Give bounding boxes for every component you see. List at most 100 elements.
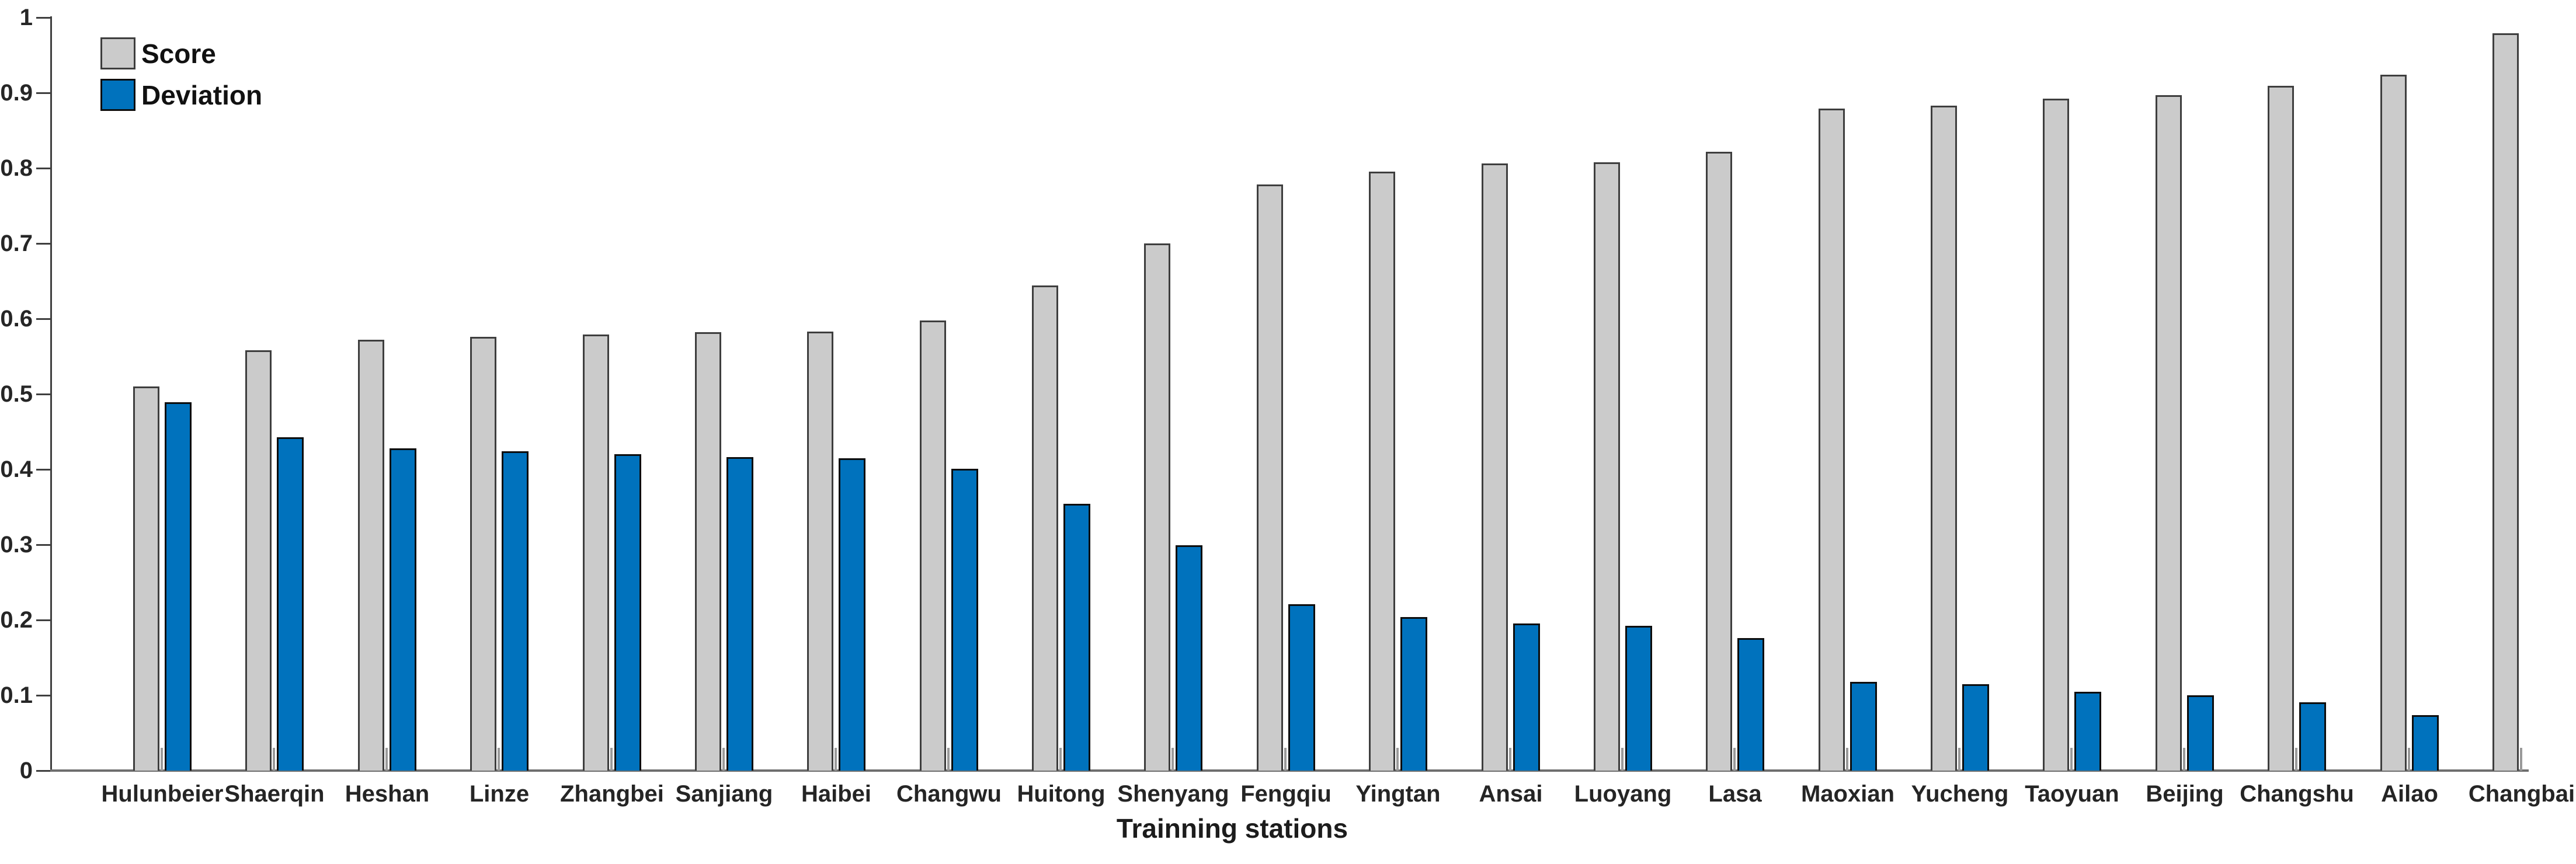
deviation-bar-linze [502,451,529,771]
y-tick-label-0.4: 0.4 [0,457,33,482]
thin-marker-ansai [1509,748,1511,771]
y-tick-0.7 [36,243,51,245]
deviation-bar-fengqiu [1288,604,1315,771]
thin-marker-hulunbeier [161,748,163,771]
deviation-bar-haibei [839,458,865,771]
score-bar-maoxian [1819,109,1845,771]
score-bar-zhangbei [583,335,609,771]
y-tick-0.6 [36,318,51,320]
category-label-shenyang: Shenyang [1117,781,1229,807]
deviation-bar-changshu [2299,702,2326,771]
category-label-luoyang: Luoyang [1574,781,1672,807]
y-tick-0.4 [36,469,51,471]
y-tick-0.2 [36,619,51,621]
thin-marker-huitong [1059,748,1062,771]
category-label-changwu: Changwu [896,781,1002,807]
deviation-bar-luoyang [1625,626,1652,771]
score-bar-sanjiang [695,332,721,771]
thin-marker-changshu [2295,748,2297,771]
thin-marker-heshan [385,748,388,771]
score-bar-yucheng [1931,106,1957,771]
thin-marker-changbai [2520,748,2522,771]
deviation-bar-maoxian [1850,682,1877,771]
legend: Score Deviation [100,37,262,120]
thin-marker-changwu [947,748,950,771]
legend-label-score: Score [141,38,216,69]
score-bar-changbai [2492,33,2519,771]
deviation-bar-changwu [951,469,978,771]
y-tick-label-0.6: 0.6 [0,306,33,332]
score-bar-ansai [1482,163,1508,771]
score-bar-beijing [2156,95,2182,771]
deviation-bar-yingtan [1400,617,1427,771]
thin-marker-maoxian [1846,748,1848,771]
score-bar-fengqiu [1257,184,1283,771]
category-label-hulunbeier: Hulunbeier [101,781,224,807]
deviation-bar-taoyuan [2074,692,2101,771]
deviation-bar-huitong [1063,504,1090,771]
category-label-lasa: Lasa [1708,781,1762,807]
thin-marker-luoyang [1621,748,1624,771]
y-tick-label-0.5: 0.5 [0,381,33,407]
score-bar-lasa [1706,152,1732,771]
y-tick-0.9 [36,92,51,94]
category-label-taoyuan: Taoyuan [2025,781,2119,807]
category-label-changbai: Changbai [2468,781,2575,807]
thin-marker-yucheng [1958,748,1960,771]
score-bar-huitong [1032,285,1058,771]
deviation-bar-yucheng [1962,684,1989,771]
score-bar-linze [470,337,496,771]
y-tick-label-0.8: 0.8 [0,155,33,181]
thin-marker-beijing [2183,748,2185,771]
deviation-bar-ailao [2412,715,2439,771]
category-label-linze: Linze [469,781,530,807]
y-tick-0 [36,770,51,772]
thin-marker-shenyang [1171,748,1174,771]
deviation-bar-beijing [2187,695,2214,771]
score-bar-shaerqin [245,350,272,771]
score-bar-changshu [2268,86,2294,771]
score-bar-taoyuan [2043,99,2069,771]
deviation-bar-sanjiang [726,457,753,771]
thin-marker-taoyuan [2070,748,2073,771]
thin-marker-linze [498,748,500,771]
thin-marker-ailao [2408,748,2410,771]
category-label-yucheng: Yucheng [1911,781,2009,807]
category-label-haibei: Haibei [801,781,872,807]
score-bar-changwu [920,320,946,771]
y-tick-0.8 [36,168,51,169]
category-label-ailao: Ailao [2381,781,2438,807]
legend-label-deviation: Deviation [141,79,263,110]
category-label-sanjiang: Sanjiang [675,781,773,807]
category-label-maoxian: Maoxian [1800,781,1895,807]
score-bar-ailao [2380,75,2407,771]
category-label-shaerqin: Shaerqin [224,781,325,807]
y-tick-1 [36,17,51,19]
category-label-zhangbei: Zhangbei [560,781,664,807]
thin-marker-haibei [835,748,837,771]
y-tick-label-0.2: 0.2 [0,607,33,633]
category-label-heshan: Heshan [345,781,430,807]
thin-marker-fengqiu [1284,748,1287,771]
score-bar-luoyang [1594,162,1620,771]
deviation-bar-zhangbei [614,454,641,771]
y-tick-label-0: 0 [19,758,33,783]
category-label-beijing: Beijing [2146,781,2224,807]
legend-item-score: Score [100,37,262,69]
deviation-bar-ansai [1513,623,1540,771]
x-axis-line [50,769,2529,772]
category-label-ansai: Ansai [1479,781,1543,807]
thin-marker-shaerqin [273,748,275,771]
score-bar-yingtan [1369,172,1395,771]
thin-marker-sanjiang [722,748,725,771]
deviation-bar-heshan [390,448,416,771]
deviation-bar-lasa [1737,638,1764,771]
category-label-fengqiu: Fengqiu [1240,781,1332,807]
deviation-bar-shenyang [1176,545,1202,771]
thin-marker-lasa [1733,748,1736,771]
y-tick-label-0.1: 0.1 [0,682,33,708]
x-axis-title: Trainning stations [1116,813,1348,844]
y-tick-label-0.7: 0.7 [0,231,33,256]
category-label-huitong: Huitong [1017,781,1106,807]
